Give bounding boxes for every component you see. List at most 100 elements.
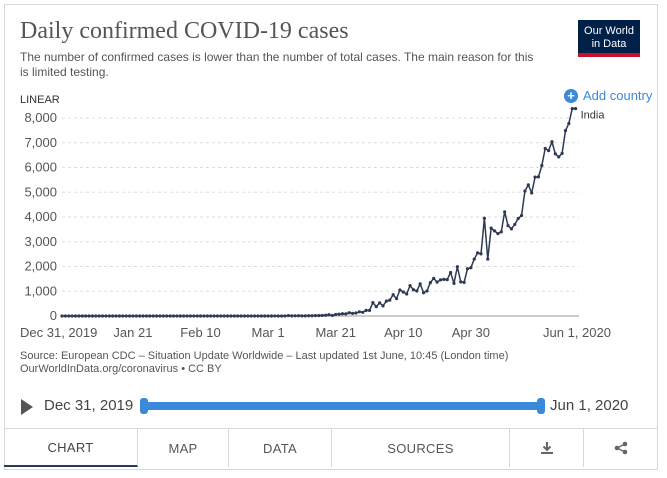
data-point[interactable] [168, 314, 172, 318]
data-point[interactable] [567, 121, 571, 126]
data-point[interactable] [134, 314, 138, 318]
data-point[interactable] [550, 140, 554, 144]
data-point[interactable] [516, 216, 520, 221]
data-point[interactable] [563, 129, 568, 133]
data-point[interactable] [242, 314, 247, 318]
data-point[interactable] [384, 299, 388, 303]
data-point[interactable] [462, 280, 466, 284]
data-point[interactable] [276, 314, 280, 318]
data-point[interactable] [334, 312, 338, 317]
data-point[interactable] [418, 282, 422, 286]
data-point[interactable] [310, 314, 314, 318]
data-point[interactable] [411, 288, 416, 292]
data-point[interactable] [151, 314, 155, 318]
data-point[interactable] [225, 314, 230, 318]
data-point[interactable] [506, 224, 510, 228]
tab-map[interactable]: MAP [138, 429, 229, 467]
data-point[interactable] [536, 175, 541, 179]
data-point[interactable] [141, 314, 145, 318]
data-point[interactable] [438, 278, 443, 282]
data-point[interactable] [283, 314, 287, 318]
data-point[interactable] [138, 314, 142, 318]
data-point[interactable] [303, 314, 307, 318]
timeline-end-handle[interactable] [537, 398, 545, 414]
data-point[interactable] [560, 151, 564, 155]
data-point[interactable] [354, 311, 358, 315]
data-point[interactable] [388, 298, 392, 302]
play-icon[interactable] [21, 399, 33, 415]
data-point[interactable] [131, 314, 135, 318]
data-point[interactable] [367, 308, 372, 313]
data-point[interactable] [357, 310, 361, 314]
data-point[interactable] [60, 314, 64, 318]
data-point[interactable] [293, 314, 297, 318]
data-point[interactable] [469, 266, 473, 270]
data-point[interactable] [465, 267, 470, 271]
data-point[interactable] [574, 106, 578, 111]
data-point[interactable] [472, 257, 476, 261]
data-point[interactable] [144, 314, 149, 318]
data-point[interactable] [307, 314, 311, 318]
data-point[interactable] [155, 314, 159, 318]
data-point[interactable] [209, 314, 213, 318]
data-point[interactable] [317, 313, 321, 318]
data-point[interactable] [499, 230, 503, 234]
data-point[interactable] [533, 175, 537, 179]
data-point[interactable] [428, 280, 432, 285]
data-point[interactable] [442, 277, 446, 281]
data-point[interactable] [63, 314, 67, 318]
data-point[interactable] [557, 155, 561, 159]
data-point[interactable] [94, 314, 98, 318]
data-point[interactable] [391, 293, 395, 297]
data-point[interactable] [519, 213, 524, 218]
data-point[interactable] [452, 281, 456, 285]
tab-data[interactable]: DATA [229, 429, 332, 467]
data-point[interactable] [165, 314, 169, 318]
data-point[interactable] [351, 311, 355, 316]
data-point[interactable] [364, 308, 368, 312]
data-point[interactable] [448, 270, 453, 275]
data-point[interactable] [192, 314, 196, 318]
data-point[interactable] [90, 314, 95, 318]
data-point[interactable] [215, 314, 220, 318]
data-point[interactable] [148, 314, 152, 318]
data-point[interactable] [482, 216, 486, 220]
data-point[interactable] [330, 313, 334, 318]
series-line-india[interactable] [62, 107, 576, 317]
data-point[interactable] [202, 314, 206, 318]
data-point[interactable] [219, 314, 223, 318]
data-point[interactable] [570, 106, 574, 111]
data-point[interactable] [73, 314, 78, 318]
data-point[interactable] [340, 312, 345, 316]
data-point[interactable] [300, 314, 304, 318]
add-country-button[interactable]: + Add country [564, 88, 652, 103]
tab-sources[interactable]: SOURCES [332, 429, 510, 467]
data-point[interactable] [323, 313, 328, 317]
data-point[interactable] [543, 146, 547, 151]
data-point[interactable] [182, 314, 186, 318]
data-point[interactable] [77, 314, 81, 318]
data-point[interactable] [398, 288, 402, 292]
data-point[interactable] [509, 227, 514, 231]
data-point[interactable] [526, 183, 530, 187]
data-point[interactable] [459, 280, 463, 284]
data-point[interactable] [121, 314, 125, 318]
data-point[interactable] [374, 304, 378, 309]
data-point[interactable] [127, 314, 132, 318]
data-point[interactable] [246, 314, 250, 318]
data-point[interactable] [486, 257, 490, 261]
data-point[interactable] [178, 314, 182, 318]
legend-label-india[interactable]: India [581, 110, 606, 122]
data-point[interactable] [435, 280, 439, 284]
data-point[interactable] [286, 313, 290, 318]
tab-chart[interactable]: CHART [4, 429, 138, 467]
data-point[interactable] [290, 314, 294, 318]
data-point[interactable] [273, 314, 277, 318]
share-button[interactable] [584, 429, 658, 467]
data-point[interactable] [280, 314, 284, 318]
data-point[interactable] [175, 314, 179, 318]
data-point[interactable] [503, 210, 507, 214]
data-point[interactable] [263, 314, 267, 318]
data-point[interactable] [67, 314, 71, 318]
data-point[interactable] [445, 278, 449, 282]
